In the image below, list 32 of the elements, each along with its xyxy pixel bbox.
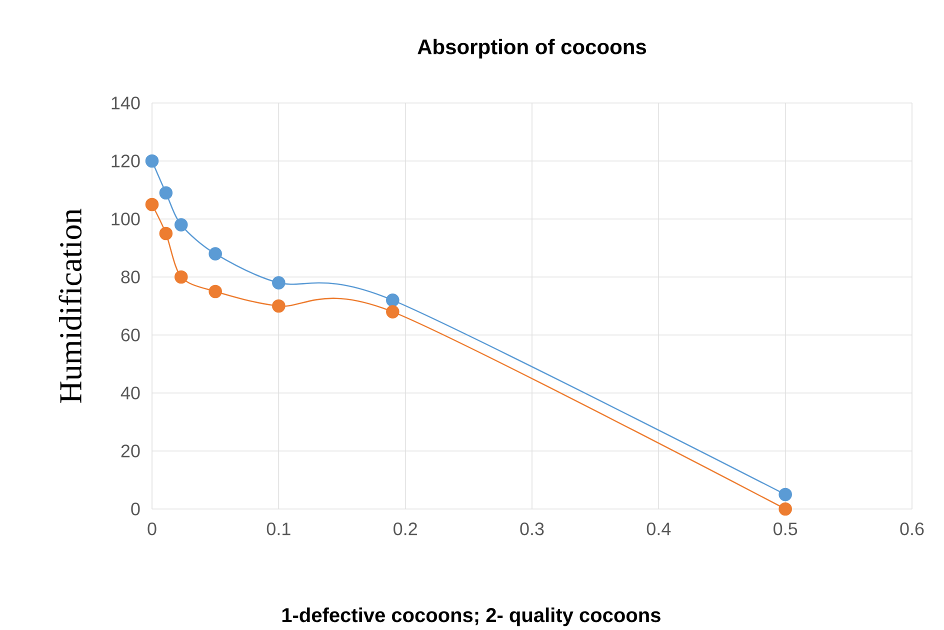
point: [145, 154, 159, 168]
y-tick-label: 100: [112, 212, 140, 226]
point: [386, 305, 400, 319]
x-tick-label: 0: [148, 522, 156, 536]
y-tick-label: 120: [112, 154, 140, 168]
x-tick-label: 0.5: [774, 522, 798, 536]
point: [145, 198, 159, 212]
chart-title: Absorption of cocoons: [418, 39, 646, 59]
point: [272, 300, 286, 313]
y-tick-label: 60: [121, 328, 140, 342]
x-tick-label: 0.1: [266, 522, 290, 536]
y-tick-label: 140: [112, 96, 140, 110]
x-axis-title: 1-defective cocoons; 2- quality cocoons: [282, 608, 660, 626]
y-axis-title: Humidification: [58, 208, 82, 404]
x-tick-label: 0.3: [520, 522, 544, 536]
point: [386, 294, 400, 308]
point: [159, 186, 173, 200]
y-tick-label: 0: [131, 502, 140, 516]
x-tick-label: 0.4: [646, 522, 671, 536]
y-tick-label: 40: [120, 386, 140, 400]
y-tick-label: 80: [121, 270, 140, 284]
point: [778, 488, 792, 502]
point: [174, 218, 188, 232]
point: [778, 502, 792, 516]
point: [272, 276, 286, 290]
x-tick-label: 0.6: [900, 522, 924, 536]
x-tick-label: 0.2: [394, 522, 417, 536]
point: [208, 247, 222, 261]
point: [159, 227, 173, 240]
point: [174, 270, 188, 284]
y-tick-label: 20: [121, 444, 140, 458]
point: [208, 285, 222, 298]
